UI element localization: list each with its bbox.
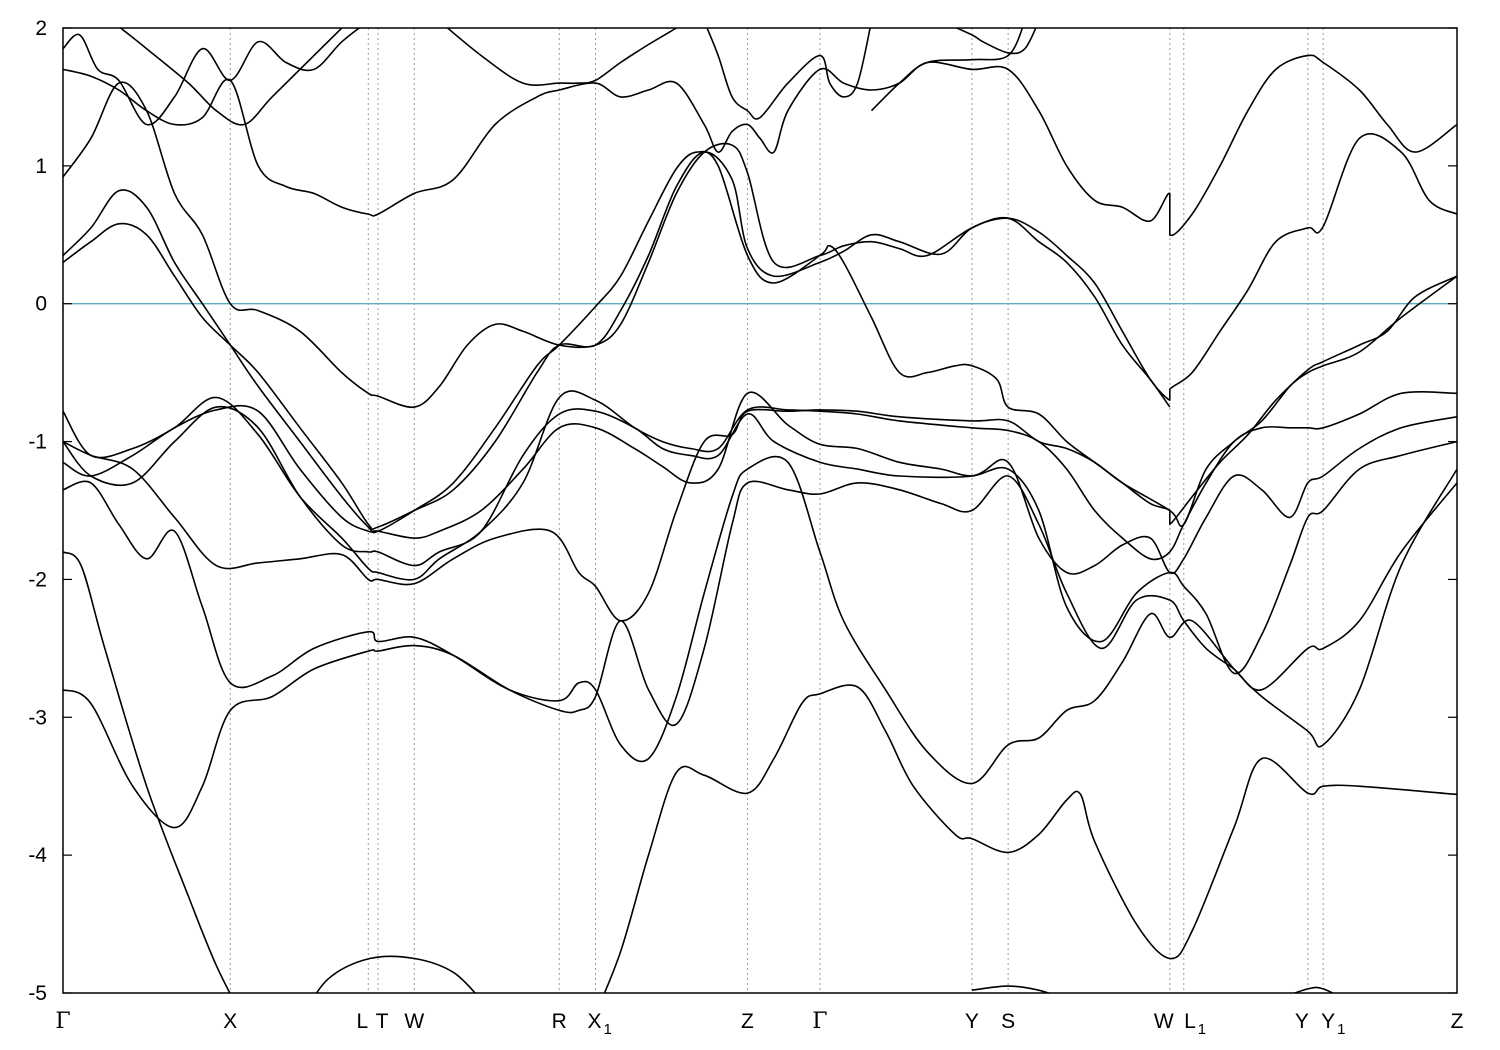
band-17 [870, 28, 1024, 112]
x-label-6: X [587, 1010, 601, 1033]
band-16 [706, 28, 871, 120]
band-10 [63, 150, 1457, 534]
high-symmetry-gridlines [229, 28, 1324, 993]
y-tick-label: -4 [28, 844, 47, 867]
x-label-8: Γ [812, 1009, 827, 1034]
band-7 [63, 390, 1457, 581]
x-label-11: W [1154, 1010, 1174, 1033]
x-label-sub-6: 1 [604, 1021, 612, 1038]
band-9 [63, 132, 1457, 531]
x-label-0: Γ [55, 1009, 70, 1034]
x-label-sub-14: 1 [1337, 1021, 1345, 1038]
x-label-2: L [356, 1010, 368, 1033]
y-tick-label: 0 [35, 293, 47, 316]
x-label-9: Y [965, 1010, 979, 1033]
x-label-15: Z [1451, 1010, 1464, 1033]
x-label-14: Y [1321, 1010, 1335, 1033]
x-label-13: Y [1295, 1010, 1309, 1033]
band-18 [954, 28, 1037, 55]
x-label-3: T [376, 1010, 389, 1033]
x-label-4: W [404, 1010, 424, 1033]
x-label-1: X [223, 1010, 237, 1033]
band-1 [315, 955, 477, 993]
y-axis-ticks: 2 1 0 -1 -2 -3 -4 -5 [28, 17, 1457, 1005]
x-label-sub-12: 1 [1198, 1021, 1206, 1038]
y-tick-label: -1 [28, 431, 47, 454]
y-tick-label: 2 [35, 17, 47, 40]
x-label-7: Z [741, 1010, 754, 1033]
band-12 [63, 54, 1457, 237]
y-tick-label: -5 [28, 982, 47, 1005]
band-6 [63, 405, 1457, 575]
y-tick-label: -3 [28, 706, 47, 729]
x-label-12: L [1184, 1010, 1196, 1033]
band-lines [63, 28, 1457, 993]
y-tick-label: 1 [35, 155, 47, 178]
band-19 [971, 985, 1051, 993]
band-11 [63, 81, 1171, 408]
band-0 [63, 551, 231, 993]
band-13 [63, 28, 361, 126]
band-14 [119, 28, 343, 126]
band-15 [446, 28, 677, 86]
plot-frame [62, 27, 1458, 994]
band-2 [603, 684, 1457, 993]
band-8 [63, 275, 1457, 622]
band-5 [63, 391, 1457, 675]
x-label-5: R [552, 1010, 567, 1033]
band-20 [1292, 986, 1335, 993]
band-3 [63, 475, 1457, 829]
band-4 [63, 455, 1457, 785]
y-tick-label: -2 [28, 568, 47, 591]
x-label-10: S [1001, 1010, 1015, 1033]
